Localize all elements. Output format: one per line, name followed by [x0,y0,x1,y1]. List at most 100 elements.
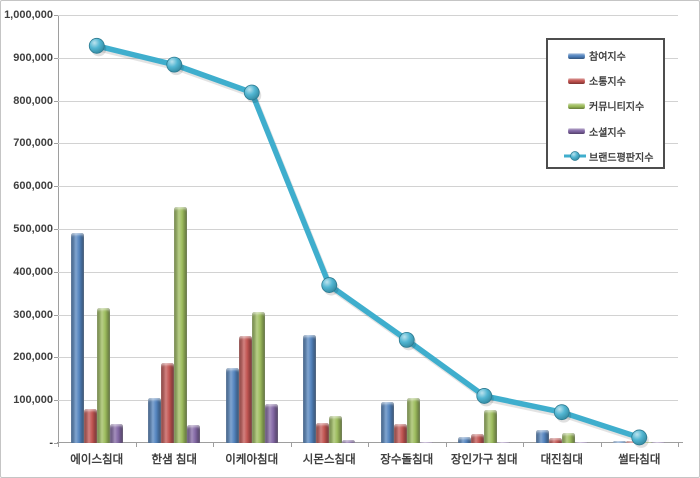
legend-bar-swatch-icon [568,52,585,59]
legend-label: 소통지수 [589,77,626,89]
bar-소통지수 [161,362,175,443]
x-axis-label: 썰타침대 [618,454,661,466]
data-point-marker [476,388,493,404]
gridline [58,15,678,16]
y-axis-label: 800,000 [13,94,53,107]
bar-참여지수 [535,430,549,443]
legend-item: 브랜드평판지수 [564,144,663,169]
y-axis-label: 900,000 [13,51,53,64]
bar-커뮤니티지수 [406,398,420,443]
data-point-marker [398,331,415,348]
y-axis-tick [54,143,58,145]
legend-item: 참여지수 [568,43,663,68]
x-axis-tick [678,443,679,447]
gridline [58,186,678,188]
y-axis-tick [54,357,58,359]
bar-소셜지수 [574,441,588,443]
bar-소셜지수 [652,441,666,443]
x-axis-label: 시몬스침대 [302,454,356,466]
bar-소셜지수 [187,425,201,443]
gridline [58,271,678,273]
y-axis-label: 600,000 [13,180,53,193]
bar-소통지수 [548,437,562,443]
x-axis [57,442,684,443]
y-axis-label: 300,000 [13,308,53,321]
bar-소통지수 [393,424,407,443]
bar-커뮤니티지수 [329,416,343,443]
bar-참여지수 [148,398,162,443]
data-point-marker [166,56,183,73]
legend-bar-swatch-icon [568,128,585,135]
x-axis-tick [213,443,214,447]
gridline [58,357,678,359]
x-axis-tick [135,443,137,447]
legend-bar-swatch-icon [568,102,585,109]
x-axis-tick [600,443,602,447]
y-axis-tick [54,443,58,444]
legend-label: 참여지수 [589,52,626,64]
x-axis-tick [368,443,369,447]
y-axis-tick [54,100,58,102]
bar-커뮤니티지수 [96,307,110,443]
bar-참여지수 [225,368,239,443]
bar-커뮤니티지수 [251,312,265,443]
y-axis-label: 500,000 [13,223,53,235]
y-axis-tick [54,314,58,316]
y-axis-label: - [49,437,53,449]
gridline [58,143,678,145]
brand-index-line [94,43,642,441]
x-axis-tick [445,443,447,447]
bar-커뮤니티지수 [484,410,498,443]
legend-label: 커뮤니티지수 [589,102,645,114]
y-axis-tick [54,186,58,188]
y-axis-tick [54,15,58,16]
y-axis-label: 200,000 [13,351,53,364]
x-axis-label: 대진침대 [540,454,583,466]
bar-참여지수 [380,402,394,443]
x-axis-label: 에이스침대 [70,454,124,466]
y-axis-tick [54,400,58,402]
legend-label: 소셜지수 [589,127,626,139]
data-point-marker [243,84,260,101]
legend-item: 소통지수 [568,68,663,93]
gridline [58,229,678,230]
y-axis-label: 400,000 [13,265,53,278]
data-point-marker [321,277,338,293]
x-axis-tick [290,443,292,447]
y-axis-label: 1,000,000 [4,9,53,21]
y-axis-label: 700,000 [13,137,53,150]
gridline [58,100,678,102]
bar-참여지수 [458,436,472,443]
bar-커뮤니티지수 [639,441,653,443]
bar-소셜지수 [264,404,278,443]
legend-item: 소셜지수 [568,119,663,144]
x-axis-label: 장인가구 침대 [450,454,518,466]
legend-label: 브랜드평판지수 [589,152,654,164]
x-axis-tick [58,443,59,447]
gridline [58,400,678,402]
legend-bar-swatch-icon [568,77,585,84]
y-axis-tick [54,229,58,230]
data-point-marker [88,37,105,54]
legend-item: 커뮤니티지수 [568,93,663,118]
x-axis-label: 장수돌침대 [380,454,434,466]
y-axis-tick [54,271,58,273]
bar-참여지수 [613,440,627,443]
bar-소통지수 [238,336,252,443]
brand-index-line-layer [88,37,649,448]
gridline [58,57,678,59]
y-axis-tick [54,57,58,59]
bar-소통지수 [471,434,485,443]
data-point-marker [631,429,648,446]
bar-소통지수 [316,423,330,443]
x-axis-tick [523,443,524,447]
x-axis-label: 이케아침대 [225,454,279,466]
data-point-marker [553,404,570,421]
x-axis-label: 한샘 침대 [151,454,197,466]
bar-참여지수 [303,334,317,443]
bar-소통지수 [83,408,97,443]
bar-소셜지수 [109,423,123,443]
bar-커뮤니티지수 [561,432,575,443]
